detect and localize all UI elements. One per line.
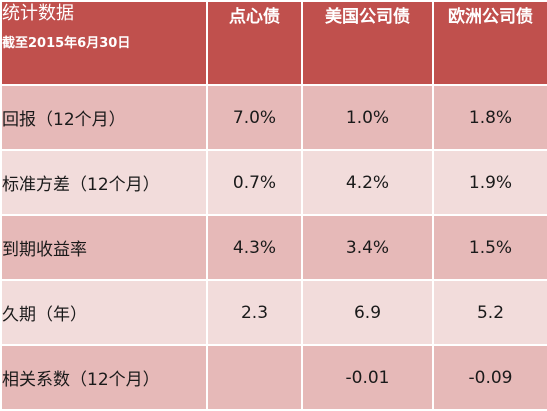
column-header-eu-corporate-bonds: 欧洲公司债 xyxy=(432,0,547,86)
table-title: 统计数据 xyxy=(2,3,74,24)
table-cell: 4.3% xyxy=(206,214,303,281)
table-cell: 7.0% xyxy=(206,84,303,151)
table-cell xyxy=(206,344,303,411)
table-cell: -0.01 xyxy=(301,344,434,411)
table-cell: 0.7% xyxy=(206,149,303,216)
row-label: 回报（12个月） xyxy=(0,84,208,151)
table-cell: 6.9 xyxy=(301,279,434,346)
table-cell: 1.8% xyxy=(432,84,547,151)
table-row: 回报（12个月） 7.0% 1.0% 1.8% xyxy=(0,84,547,151)
header-row: 统计数据 截至2015年6月30日 点心债 美国公司债 欧洲公司债 xyxy=(0,0,547,86)
table-row: 相关系数（12个月） -0.01 -0.09 xyxy=(0,344,547,411)
table-date-note: 截至2015年6月30日 xyxy=(2,36,131,51)
column-header-us-corporate-bonds: 美国公司债 xyxy=(301,0,434,86)
table-cell: 2.3 xyxy=(206,279,303,346)
row-label: 标准方差（12个月） xyxy=(0,149,208,216)
table-cell: 1.5% xyxy=(432,214,547,281)
header-title-cell: 统计数据 截至2015年6月30日 xyxy=(0,0,208,86)
table-cell: 4.2% xyxy=(301,149,434,216)
table-cell: 1.0% xyxy=(301,84,434,151)
column-header-dim-sum-bonds: 点心债 xyxy=(206,0,303,86)
table-row: 标准方差（12个月） 0.7% 4.2% 1.9% xyxy=(0,149,547,216)
table-cell: 3.4% xyxy=(301,214,434,281)
table-cell: -0.09 xyxy=(432,344,547,411)
row-label: 到期收益率 xyxy=(0,214,208,281)
table-cell: 5.2 xyxy=(432,279,547,346)
row-label: 相关系数（12个月） xyxy=(0,344,208,411)
row-label: 久期（年） xyxy=(0,279,208,346)
table-row: 久期（年） 2.3 6.9 5.2 xyxy=(0,279,547,346)
table-row: 到期收益率 4.3% 3.4% 1.5% xyxy=(0,214,547,281)
table-cell: 1.9% xyxy=(432,149,547,216)
